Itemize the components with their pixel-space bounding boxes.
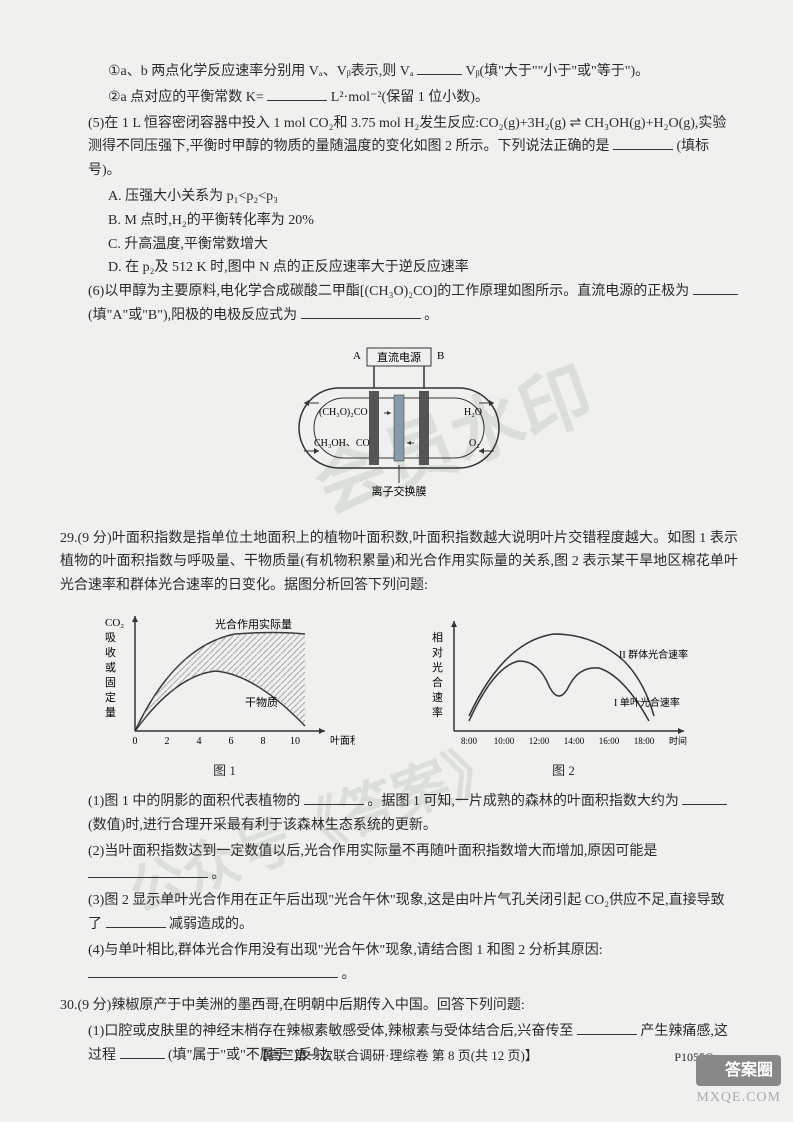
terminal-b: B [437, 350, 444, 362]
figure-1-box: CO₂ 吸 收 或 固 定 量 0 2 4 6 8 10 叶面积指数 [95, 606, 355, 782]
blank [120, 1045, 165, 1059]
blank [304, 791, 364, 805]
figure-2-box: 相 对 光 合 速 率 8:00 10:00 12:00 14:00 16:00… [424, 606, 704, 782]
svg-text:或: 或 [105, 661, 116, 674]
blank [693, 281, 738, 295]
q28-4-2-text: ②a 点对应的平衡常数 K= [108, 90, 264, 105]
q28-opt-b: B. M 点时,H₂的平衡转化率为 20% [60, 209, 738, 233]
blank [613, 136, 673, 150]
left-bot-label: CH₃OH、CO [314, 438, 370, 449]
q28-6-end: 。 [424, 308, 438, 323]
figure-1: CO₂ 吸 收 或 固 定 量 0 2 4 6 8 10 叶面积指数 [95, 606, 355, 756]
left-top-label: (CH₃O)₂CO [319, 407, 368, 418]
svg-text:光: 光 [432, 660, 443, 674]
q28-opt-d: D. 在 p₂及 512 K 时,图中 N 点的正反应速率大于逆反应速率 [60, 256, 738, 280]
svg-text:量: 量 [105, 706, 116, 719]
q28-opt-a: A. 压强大小关系为 p₁<p₂<p₃ [60, 185, 738, 209]
q29-4: (4)与单叶相比,群体光合作用没有出现"光合午休"现象,请结合图 1 和图 2 … [60, 939, 738, 987]
page-content: ①a、b 两点化学反应速率分别用 Vₐ、Vᵦ表示,则 Vₐ Vᵦ(填"大于""小… [60, 60, 738, 1068]
electro-diagram-container: 直流电源 A B 离子交换膜 (CH₃O)₂CO CH₃OH、CO [60, 338, 738, 517]
right-bot-label: O₂ [469, 438, 480, 449]
svg-text:0: 0 [132, 736, 137, 747]
membrane-label: 离子交换膜 [372, 484, 427, 498]
q29-1: (1)图 1 中的阴影的面积代表植物的 。据图 1 可知,一片成熟的森林的叶面积… [60, 790, 738, 838]
q28-4-1-suffix: Vᵦ(填"大于""小于"或"等于")。 [465, 64, 649, 79]
blank [88, 864, 208, 878]
charts-row: CO₂ 吸 收 或 固 定 量 0 2 4 6 8 10 叶面积指数 [60, 606, 738, 782]
q28-4-2-suffix: L²·mol⁻²(保留 1 位小数)。 [331, 90, 489, 105]
q28-opt-c: C. 升高温度,平衡常数增大 [60, 233, 738, 257]
svg-text:18:00: 18:00 [633, 736, 654, 746]
corner-bottom: MXQE.COM [696, 1086, 781, 1110]
fig1-yaxis: CO₂ [105, 617, 124, 629]
svg-text:叶面积指数: 叶面积指数 [330, 734, 355, 747]
blank [301, 305, 421, 319]
svg-text:I 单叶光合速率: I 单叶光合速率 [614, 696, 680, 709]
blank [88, 964, 338, 978]
svg-text:10: 10 [290, 736, 300, 747]
q29-intro: 29.(9 分)叶面积指数是指单位土地面积上的植物叶面积数,叶面积指数越大说明叶… [60, 527, 738, 598]
svg-text:时间: 时间 [669, 735, 687, 746]
q30-intro: 30.(9 分)辣椒原产于中美洲的墨西哥,在明朝中后期传入中国。回答下列问题: [60, 994, 738, 1018]
power-label: 直流电源 [377, 350, 421, 364]
terminal-a: A [353, 350, 361, 362]
svg-text:收: 收 [105, 645, 116, 659]
q28-6-mid: (填"A"或"B"),阳极的电极反应式为 [88, 308, 297, 323]
q28-4-2: ②a 点对应的平衡常数 K= L²·mol⁻²(保留 1 位小数)。 [60, 86, 738, 110]
q29-3: (3)图 2 显示单叶光合作用在正午后出现"光合午休"现象,这是由叶片气孔关闭引… [60, 889, 738, 937]
figure-2: 相 对 光 合 速 率 8:00 10:00 12:00 14:00 16:00… [424, 606, 704, 756]
svg-text:干物质: 干物质 [245, 695, 278, 709]
svg-text:8: 8 [260, 736, 265, 747]
electro-diagram: 直流电源 A B 离子交换膜 (CH₃O)₂CO CH₃OH、CO [259, 343, 539, 503]
blank [267, 87, 327, 101]
fig2-label: 图 2 [424, 760, 704, 782]
svg-text:14:00: 14:00 [563, 736, 584, 746]
svg-text:相: 相 [432, 631, 443, 644]
q28-5: (5)在 1 L 恒容密闭容器中投入 1 mol CO₂和 3.75 mol H… [60, 112, 738, 183]
svg-text:吸: 吸 [105, 632, 116, 644]
q28-4-1: ①a、b 两点化学反应速率分别用 Vₐ、Vᵦ表示,则 Vₐ Vᵦ(填"大于""小… [60, 60, 738, 84]
right-top-label: H₂O [464, 407, 482, 418]
svg-text:光合作用实际量: 光合作用实际量 [215, 617, 292, 631]
q29-2: (2)当叶面积指数达到一定数值以后,光合作用实际量不再随叶面积指数增大而增加,原… [60, 840, 738, 888]
svg-text:2: 2 [164, 736, 169, 747]
svg-text:12:00: 12:00 [528, 736, 549, 746]
svg-text:10:00: 10:00 [493, 736, 514, 746]
svg-text:合: 合 [432, 675, 443, 689]
blank [682, 791, 727, 805]
q28-6-text: (6)以甲醇为主要原料,电化学合成碳酸二甲酯[(CH₃O)₂CO]的工作原理如图… [88, 284, 689, 299]
svg-text:率: 率 [432, 705, 443, 719]
blank [106, 914, 166, 928]
blank [417, 61, 462, 75]
svg-text:16:00: 16:00 [598, 736, 619, 746]
svg-text:对: 对 [432, 645, 443, 659]
q30-1: (1)口腔或皮肤里的神经末梢存在辣椒素敏感受体,辣椒素与受体结合后,兴奋传至 产… [60, 1020, 738, 1068]
svg-text:速: 速 [432, 691, 443, 704]
q28-4-1-text: ①a、b 两点化学反应速率分别用 Vₐ、Vᵦ表示,则 Vₐ [108, 64, 414, 79]
svg-text:4: 4 [196, 736, 201, 747]
svg-text:II 群体光合速率: II 群体光合速率 [619, 648, 688, 661]
svg-text:6: 6 [228, 736, 233, 747]
q28-6: (6)以甲醇为主要原料,电化学合成碳酸二甲酯[(CH₃O)₂CO]的工作原理如图… [60, 280, 738, 328]
svg-text:固: 固 [105, 676, 116, 689]
fig1-label: 图 1 [95, 760, 355, 782]
svg-text:定: 定 [105, 690, 116, 704]
blank [577, 1021, 637, 1035]
svg-text:8:00: 8:00 [460, 736, 477, 746]
